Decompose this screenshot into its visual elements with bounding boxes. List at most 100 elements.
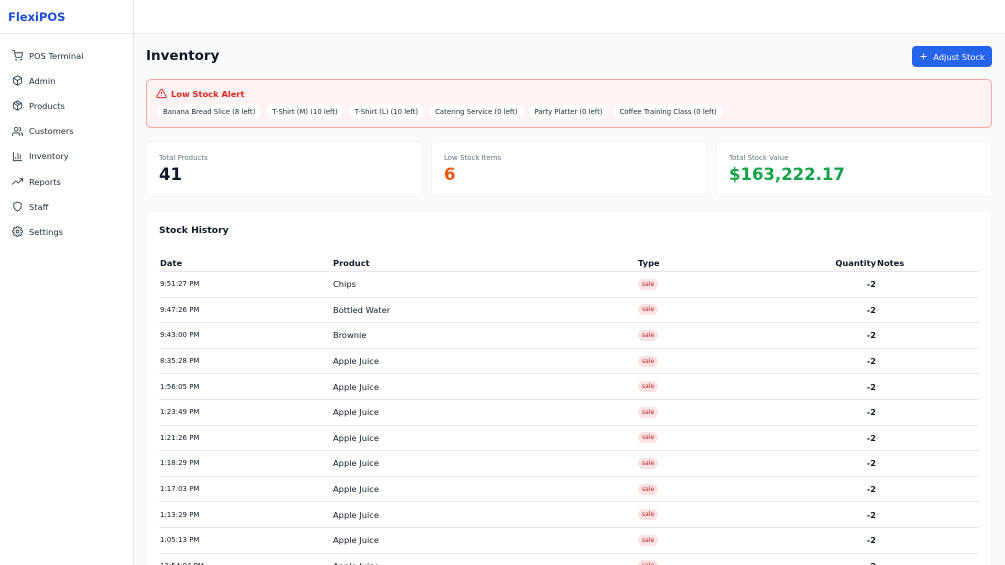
type-badge: sale bbox=[638, 329, 659, 341]
top-bar bbox=[134, 0, 1005, 34]
row-type: sale bbox=[638, 477, 659, 502]
adjust-stock-button[interactable]: Adjust Stock bbox=[912, 46, 992, 67]
row-type: sale bbox=[638, 323, 659, 348]
row-type: sale bbox=[638, 451, 659, 476]
type-badge: sale bbox=[638, 534, 659, 546]
row-date: 1:05:13 PM bbox=[160, 536, 200, 545]
row-notes: - bbox=[877, 485, 880, 493]
row-quantity: -2 bbox=[866, 484, 876, 495]
package-icon bbox=[12, 100, 23, 112]
cart-icon bbox=[12, 50, 23, 61]
column-header-date: Date bbox=[160, 257, 183, 268]
row-type: sale bbox=[638, 374, 659, 399]
row-notes: - bbox=[877, 306, 880, 314]
row-product: Apple Juice bbox=[333, 509, 379, 520]
sidebar-item-label: Inventory bbox=[29, 151, 69, 162]
row-type: sale bbox=[638, 349, 659, 374]
sidebar-item-label: Settings bbox=[29, 226, 64, 237]
row-product: Brownie bbox=[333, 330, 367, 341]
row-quantity: -2 bbox=[866, 356, 876, 367]
row-type: sale bbox=[638, 502, 659, 527]
bar-chart-icon bbox=[12, 151, 23, 161]
sidebar-item-reports[interactable]: Reports bbox=[0, 169, 133, 194]
sidebar-item-products[interactable]: Products bbox=[0, 93, 133, 118]
stock-history-panel: Stock History Date Product Type Quantity… bbox=[146, 210, 992, 565]
table-row: 8:35:28 PM Apple Juice sale -2- bbox=[159, 349, 979, 375]
sidebar: FlexiPOS POS Terminal Admin Products Cus… bbox=[0, 0, 134, 565]
page-title: Inventory bbox=[146, 48, 220, 64]
row-notes: - bbox=[877, 357, 880, 365]
gear-icon bbox=[12, 226, 23, 238]
box-icon bbox=[12, 75, 23, 86]
table-row: 1:56:05 PM Apple Juice sale -2- bbox=[159, 374, 979, 400]
sidebar-item-settings[interactable]: Settings bbox=[0, 219, 133, 244]
alert-header: Low Stock Alert bbox=[156, 88, 244, 99]
brand-header: FlexiPOS bbox=[0, 0, 133, 34]
plus-icon bbox=[920, 53, 927, 60]
row-type: sale bbox=[638, 272, 659, 297]
sidebar-item-label: Admin bbox=[29, 75, 56, 86]
row-quantity: -2 bbox=[866, 330, 876, 341]
type-badge: sale bbox=[638, 406, 659, 418]
row-product: Apple Juice bbox=[333, 432, 379, 443]
column-header-notes: Notes bbox=[877, 257, 905, 268]
sidebar-item-pos-terminal[interactable]: POS Terminal bbox=[0, 43, 133, 68]
row-notes: - bbox=[877, 511, 880, 519]
low-stock-tag: Banana Bread Slice (8 left) bbox=[157, 104, 262, 119]
row-date: 1:56:05 PM bbox=[160, 382, 200, 391]
sidebar-item-label: Staff bbox=[29, 201, 49, 212]
type-badge: sale bbox=[638, 304, 659, 316]
row-quantity: -2 bbox=[866, 407, 876, 418]
total-products-card: Total Products 41 bbox=[146, 141, 422, 197]
row-notes: - bbox=[877, 434, 880, 442]
row-notes: - bbox=[877, 280, 880, 288]
total-stock-value-card: Total Stock Value $163,222.17 bbox=[716, 141, 992, 197]
type-badge: sale bbox=[638, 278, 659, 290]
table-header: Date Product Type Quantity Notes bbox=[159, 254, 979, 272]
table-row: 9:43:00 PM Brownie sale -2- bbox=[159, 323, 979, 349]
table-row: 12:54:04 PM Apple Juice sale -2- bbox=[159, 554, 979, 565]
app-logo-text[interactable]: FlexiPOS bbox=[8, 9, 66, 24]
alert-items: Banana Bread Slice (8 left) T-Shirt (M) … bbox=[157, 104, 723, 119]
table-row: 1:05:13 PM Apple Juice sale -2- bbox=[159, 528, 979, 554]
stat-value: $163,222.17 bbox=[729, 165, 845, 184]
stats-row: Total Products 41 Low Stock Items 6 Tota… bbox=[146, 141, 992, 197]
sidebar-item-label: Reports bbox=[29, 176, 61, 187]
stock-history-title: Stock History bbox=[159, 225, 229, 236]
row-date: 1:23:49 PM bbox=[160, 408, 200, 417]
type-badge: sale bbox=[638, 432, 659, 444]
low-stock-items-card: Low Stock Items 6 bbox=[431, 141, 707, 197]
sidebar-item-label: POS Terminal bbox=[29, 50, 84, 61]
row-product: Bottled Water bbox=[333, 304, 391, 315]
row-quantity: -2 bbox=[866, 304, 876, 315]
row-date: 9:51:27 PM bbox=[160, 280, 200, 289]
sidebar-item-customers[interactable]: Customers bbox=[0, 119, 133, 144]
table-row: 1:17:03 PM Apple Juice sale -2- bbox=[159, 477, 979, 503]
sidebar-item-inventory[interactable]: Inventory bbox=[0, 144, 133, 169]
stat-value: 41 bbox=[159, 165, 182, 184]
row-type: sale bbox=[638, 528, 659, 553]
low-stock-tag: T-Shirt (M) (10 left) bbox=[266, 104, 344, 119]
sidebar-item-label: Customers bbox=[29, 126, 74, 137]
row-notes: - bbox=[877, 459, 880, 467]
sidebar-item-staff[interactable]: Staff bbox=[0, 194, 133, 219]
users-icon bbox=[12, 126, 23, 136]
row-date: 1:18:29 PM bbox=[160, 459, 200, 468]
table-row: 1:23:49 PM Apple Juice sale -2- bbox=[159, 400, 979, 426]
row-quantity: -2 bbox=[866, 458, 876, 469]
stat-label: Total Stock Value bbox=[729, 154, 789, 162]
table-row: 1:18:29 PM Apple Juice sale -2- bbox=[159, 451, 979, 477]
warning-icon bbox=[156, 88, 167, 99]
low-stock-tag: Coffee Training Class (0 left) bbox=[613, 104, 723, 119]
row-quantity: -2 bbox=[866, 535, 876, 546]
sidebar-item-admin[interactable]: Admin bbox=[0, 68, 133, 93]
row-product: Apple Juice bbox=[333, 407, 379, 418]
table-row: 1:21:26 PM Apple Juice sale -2- bbox=[159, 426, 979, 452]
type-badge: sale bbox=[638, 509, 659, 521]
row-type: sale bbox=[638, 298, 659, 323]
alert-title: Low Stock Alert bbox=[171, 88, 245, 99]
low-stock-alert: Low Stock Alert Banana Bread Slice (8 le… bbox=[146, 79, 992, 128]
row-date: 1:21:26 PM bbox=[160, 433, 200, 442]
row-date: 8:35:28 PM bbox=[160, 357, 200, 366]
row-type: sale bbox=[638, 400, 659, 425]
